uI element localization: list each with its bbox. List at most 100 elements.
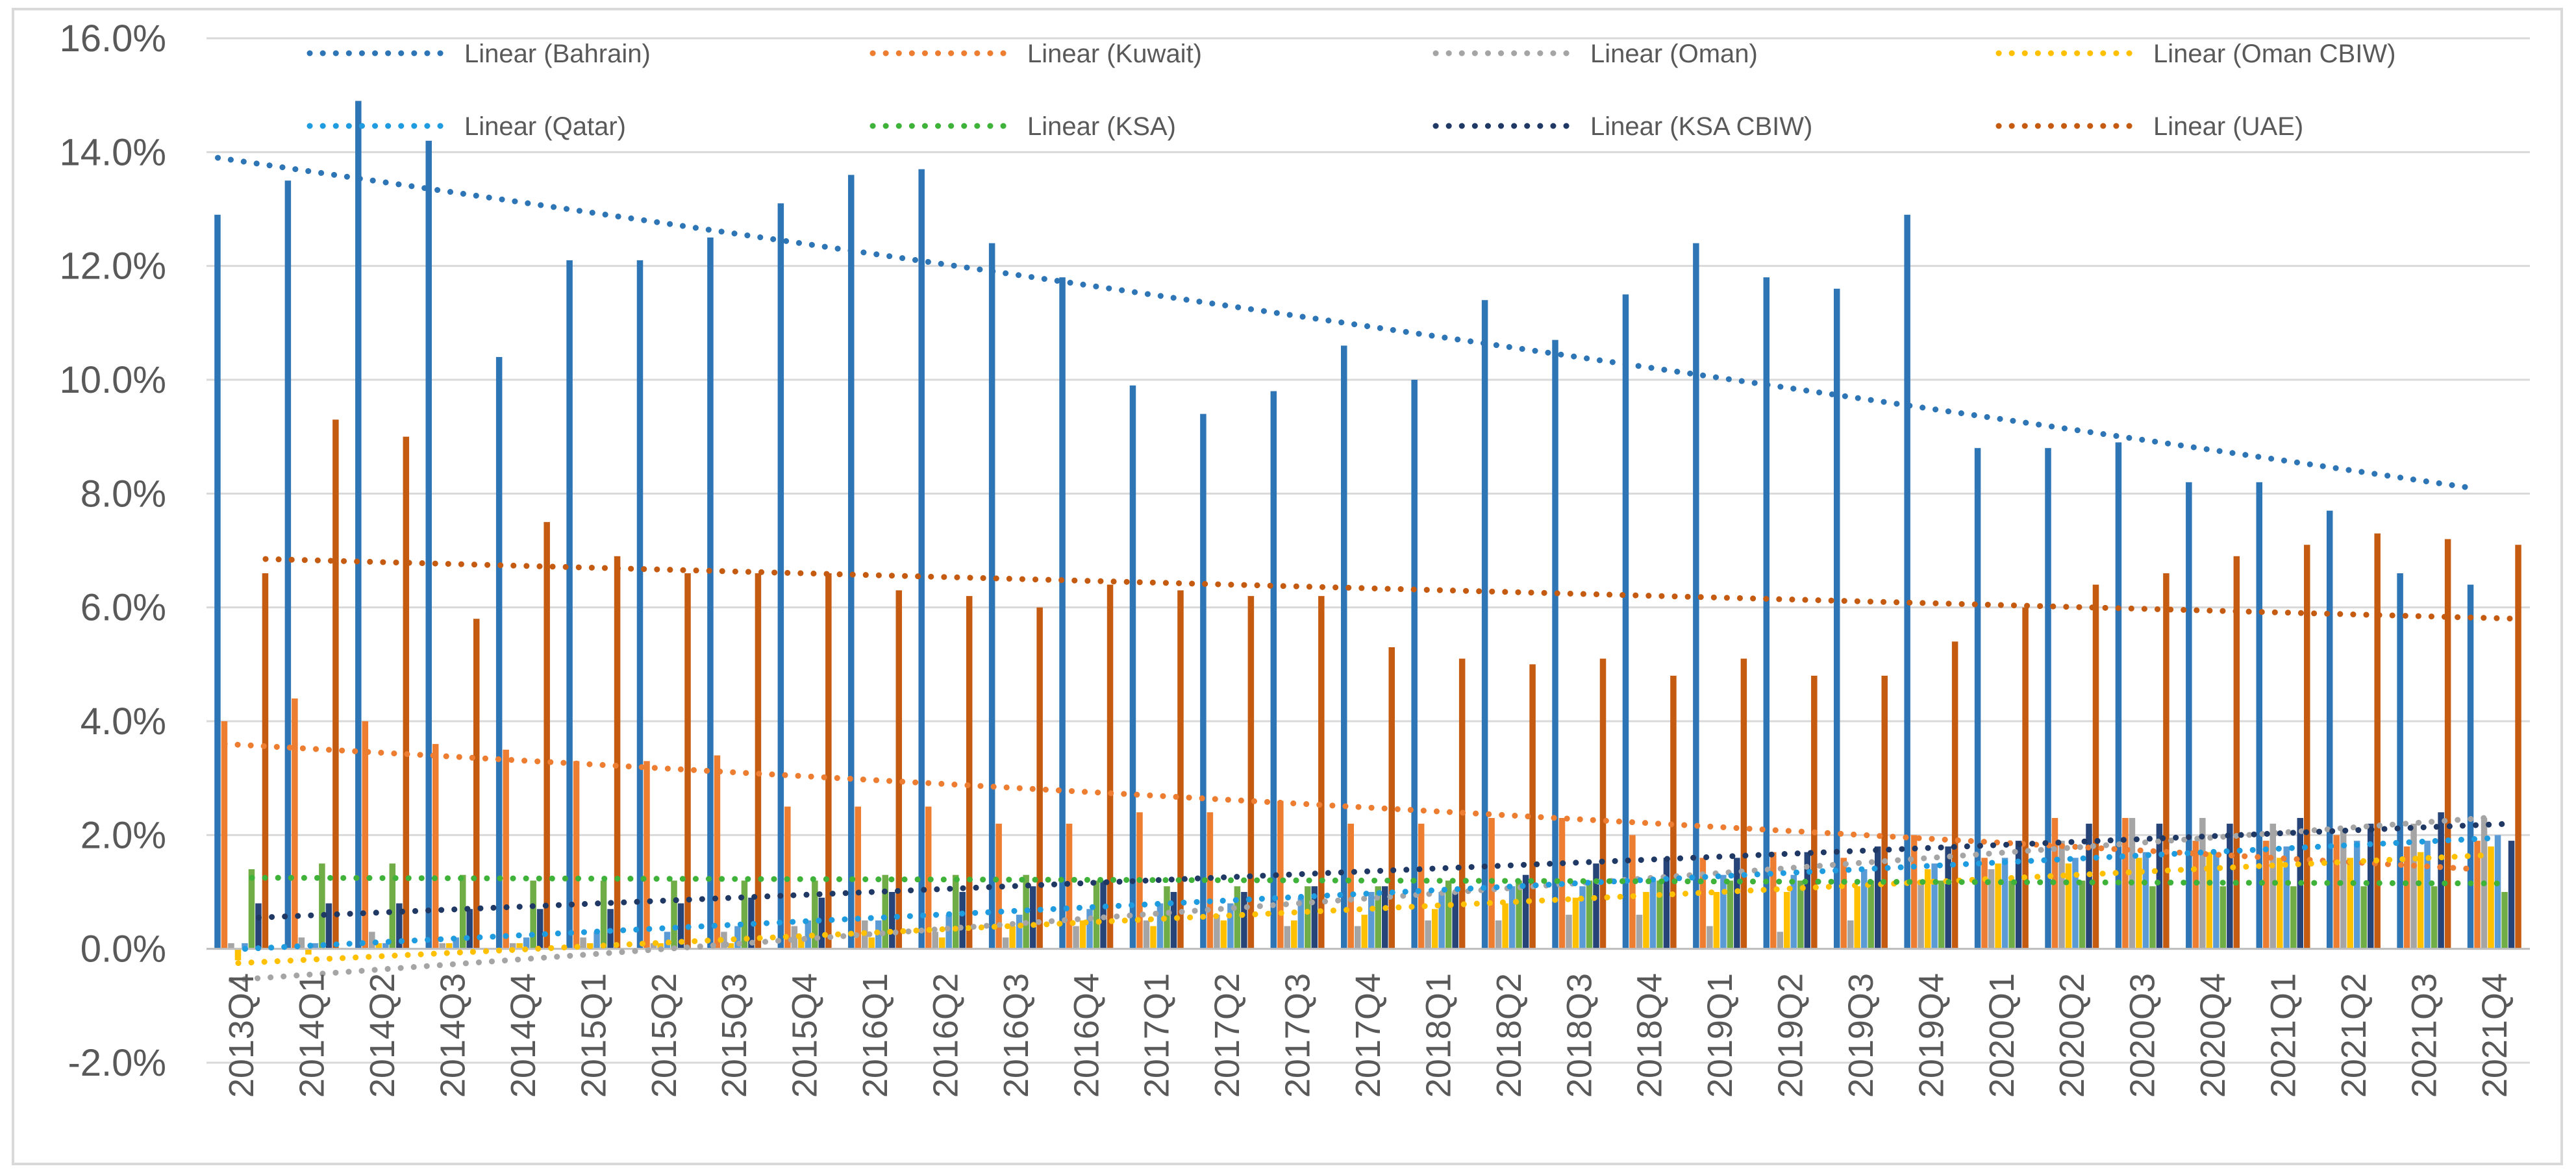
bar-oman-2017q3 — [1284, 926, 1291, 949]
bar-ksa-2014q2 — [389, 863, 396, 949]
bar-kuwait-2019q1 — [1699, 858, 1707, 949]
bar-qatar-2019q1 — [1720, 874, 1727, 949]
bar-kuwait-2016q4 — [1066, 823, 1073, 949]
bar-oman-cbiw-2018q2 — [1502, 903, 1508, 949]
bar-uae-2013q4 — [262, 573, 269, 949]
bar-bahrain-2018q2 — [1481, 300, 1488, 949]
x-tick-label: 2020Q4 — [2194, 973, 2232, 1098]
bar-bahrain-2021q4 — [2467, 584, 2474, 949]
bar-ksa-cbiw-2021q2 — [2367, 823, 2374, 949]
bar-uae-2021q1 — [2304, 545, 2310, 949]
bar-uae-2016q3 — [1036, 607, 1043, 949]
bar-kuwait-2019q3 — [1840, 858, 1847, 949]
bar-oman-cbiw-2016q2 — [938, 937, 945, 949]
bars — [206, 101, 2530, 961]
bar-bahrain-2014q2 — [355, 101, 362, 949]
bar-ksa-2017q2 — [1234, 886, 1241, 949]
legend-item-linear-ksa: Linear (KSA) — [869, 112, 1176, 141]
bar-uae-2014q3 — [473, 619, 480, 949]
x-tick-label: 2015Q2 — [645, 973, 684, 1098]
bar-ksa-2015q1 — [600, 880, 607, 949]
bar-oman-cbiw-2016q1 — [868, 937, 875, 949]
bar-ksa-2020q2 — [2079, 880, 2086, 949]
bar-ksa-2018q1 — [1445, 880, 1452, 949]
bar-oman-cbiw-2018q1 — [1431, 909, 1438, 949]
y-axis: -2.0% 0.0% 2.0% 4.0% 6.0% 8.0% 10.0% 12.0% 14.0%… — [60, 18, 166, 1084]
x-tick-label: 2021Q4 — [2475, 973, 2514, 1098]
bar-qatar-2020q1 — [2001, 858, 2008, 949]
trendline-linear-oman — [228, 815, 2488, 983]
bar-ksa-cbiw-2019q4 — [1945, 846, 1951, 949]
x-axis: 2013Q4 2014Q1 2014Q2 2014Q3 2014Q4 2015Q1 2015… — [222, 973, 2514, 1098]
bar-uae-2016q4 — [1107, 584, 1114, 949]
trendlines — [214, 155, 2522, 983]
legend-label: Linear (KSA CBIW) — [1590, 112, 1812, 141]
legend-label: Linear (UAE) — [2153, 112, 2303, 141]
y-tick-label: 10.0% — [60, 359, 166, 401]
bar-ksa-2016q2 — [952, 874, 959, 949]
bar-bahrain-2019q2 — [1763, 277, 1770, 949]
bar-oman-2013q4 — [228, 943, 234, 949]
bar-qatar-2018q1 — [1438, 892, 1445, 949]
bar-ksa-cbiw-2016q1 — [889, 892, 895, 949]
bar-oman-2021q2 — [2340, 829, 2347, 949]
legend-label: Linear (Oman CBIW) — [2153, 40, 2395, 68]
bar-oman-cbiw-2021q3 — [2417, 852, 2424, 949]
chart-plot: -2.0% 0.0% 2.0% 4.0% 6.0% 8.0% 10.0% 12.0% 14.0%… — [60, 18, 2530, 1098]
bar-kuwait-2014q3 — [432, 744, 439, 949]
bar-kuwait-2015q3 — [714, 755, 721, 949]
bar-kuwait-2015q2 — [644, 761, 650, 949]
legend-label: Linear (Bahrain) — [464, 40, 651, 68]
x-tick-label: 2015Q3 — [715, 973, 754, 1098]
bar-oman-cbiw-2020q2 — [2065, 863, 2072, 949]
bar-uae-2015q1 — [614, 556, 621, 949]
bar-qatar-2018q2 — [1508, 886, 1516, 949]
bar-qatar-2021q4 — [2494, 835, 2501, 949]
bar-ksa-cbiw-2017q4 — [1382, 886, 1388, 949]
bar-uae-2017q1 — [1177, 590, 1184, 949]
bar-bahrain-2014q4 — [495, 356, 503, 949]
x-tick-label: 2016Q3 — [997, 973, 1036, 1098]
bar-uae-2021q3 — [2444, 539, 2451, 949]
bar-qatar-2021q2 — [2353, 841, 2360, 949]
legend-label: Linear (Kuwait) — [1027, 40, 1202, 68]
x-tick-label: 2019Q3 — [1842, 973, 1881, 1098]
x-tick-label: 2016Q1 — [856, 973, 895, 1098]
bar-uae-2018q4 — [1670, 675, 1677, 949]
bar-ksa-cbiw-2014q4 — [536, 909, 544, 949]
bar-oman-cbiw-2020q4 — [2206, 852, 2213, 949]
bar-oman-2020q2 — [2058, 841, 2065, 949]
bar-oman-cbiw-2017q3 — [1291, 920, 1297, 949]
bar-uae-2020q3 — [2163, 573, 2170, 949]
bar-bahrain-2018q1 — [1411, 380, 1418, 949]
bar-ksa-2015q2 — [671, 880, 677, 949]
legend: Linear (Bahrain) Linear (Kuwait) Linear (O… — [306, 40, 2395, 141]
bar-ksa-2019q1 — [1727, 880, 1734, 949]
x-tick-label: 2016Q2 — [926, 973, 965, 1098]
bar-uae-2017q2 — [1247, 596, 1255, 949]
bar-kuwait-2017q4 — [1347, 823, 1354, 949]
bar-oman-cbiw-2014q3 — [445, 943, 453, 949]
x-tick-label: 2020Q3 — [2123, 973, 2162, 1098]
bar-qatar-2017q3 — [1297, 897, 1305, 949]
x-tick-label: 2014Q2 — [363, 973, 402, 1098]
bar-oman-2021q1 — [2270, 823, 2277, 949]
bar-bahrain-2019q3 — [1833, 288, 1840, 949]
bar-ksa-2017q3 — [1305, 886, 1311, 949]
x-tick-label: 2013Q4 — [222, 973, 261, 1098]
bar-ksa-cbiw-2016q3 — [1029, 886, 1036, 949]
chart-frame: -2.0% 0.0% 2.0% 4.0% 6.0% 8.0% 10.0% 12.0% 14.0%… — [12, 8, 2563, 1165]
bar-uae-2019q2 — [1811, 675, 1818, 949]
bar-uae-2019q3 — [1881, 675, 1888, 949]
bar-uae-2021q4 — [2515, 545, 2521, 949]
bar-oman-2017q1 — [1143, 920, 1150, 949]
bar-uae-2016q2 — [966, 596, 973, 949]
x-tick-label: 2019Q1 — [1701, 973, 1740, 1098]
bar-qatar-2017q1 — [1157, 903, 1164, 949]
bar-ksa-2018q4 — [1657, 880, 1663, 949]
bar-uae-2016q1 — [895, 590, 903, 949]
bar-ksa-2021q2 — [2360, 886, 2367, 949]
x-tick-label: 2017Q1 — [1138, 973, 1177, 1098]
bar-oman-2015q3 — [721, 932, 727, 949]
bar-uae-2018q1 — [1458, 658, 1466, 949]
